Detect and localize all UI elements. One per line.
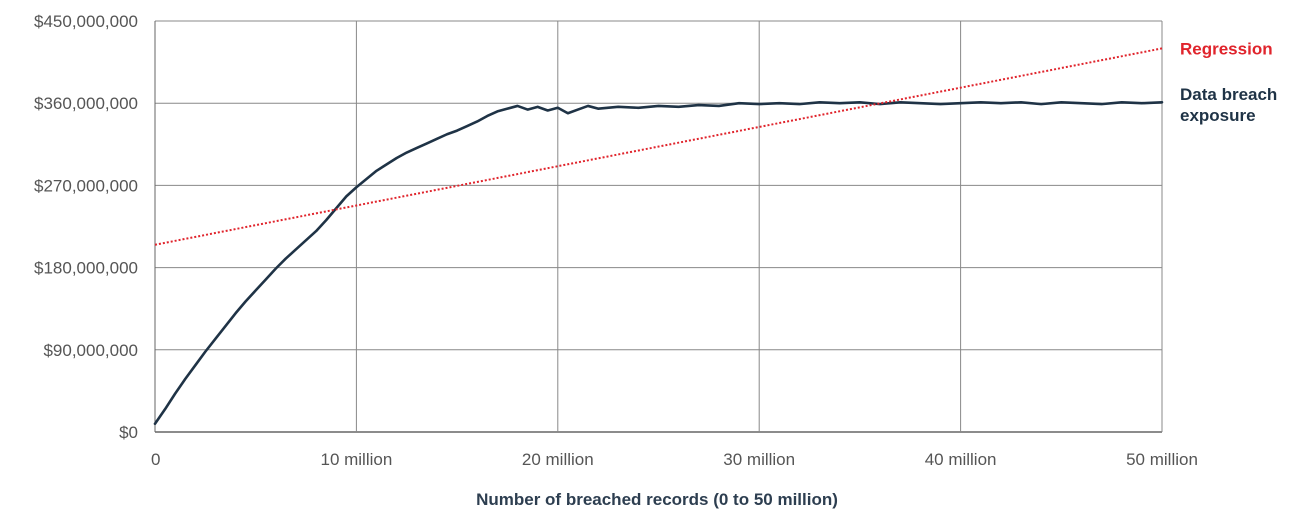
y-tick-label: $90,000,000: [43, 341, 138, 360]
x-axis-ticks: 0 10 million 20 million 30 million 40 millio…: [151, 450, 1198, 469]
x-axis-label: Number of breached records (0 to 50 mill…: [476, 490, 838, 509]
legend: Regression Data breach exposure: [1180, 39, 1277, 124]
legend-label: Data breach: [1180, 85, 1277, 104]
x-tick-label: 10 million: [320, 450, 392, 469]
y-tick-label: $180,000,000: [34, 259, 138, 278]
y-axis-ticks: $0 $90,000,000 $180,000,000 $270,000,000 $36…: [34, 12, 138, 442]
series-layer: [153, 47, 1164, 426]
x-tick-label: 40 million: [925, 450, 997, 469]
x-tick-label: 0: [151, 450, 160, 469]
x-tick-label: 50 million: [1126, 450, 1198, 469]
x-tick-label: 30 million: [723, 450, 795, 469]
y-tick-label: $450,000,000: [34, 12, 138, 31]
y-tick-label: $0: [119, 423, 138, 442]
grid: [154, 20, 1163, 433]
y-tick-label: $360,000,000: [34, 94, 138, 113]
data-breach-exposure-line: [153, 100, 1164, 426]
legend-label: exposure: [1180, 106, 1256, 125]
regression-line: [154, 47, 1163, 246]
y-tick-label: $270,000,000: [34, 176, 138, 195]
x-tick-label: 20 million: [522, 450, 594, 469]
legend-label: Regression: [1180, 39, 1273, 58]
